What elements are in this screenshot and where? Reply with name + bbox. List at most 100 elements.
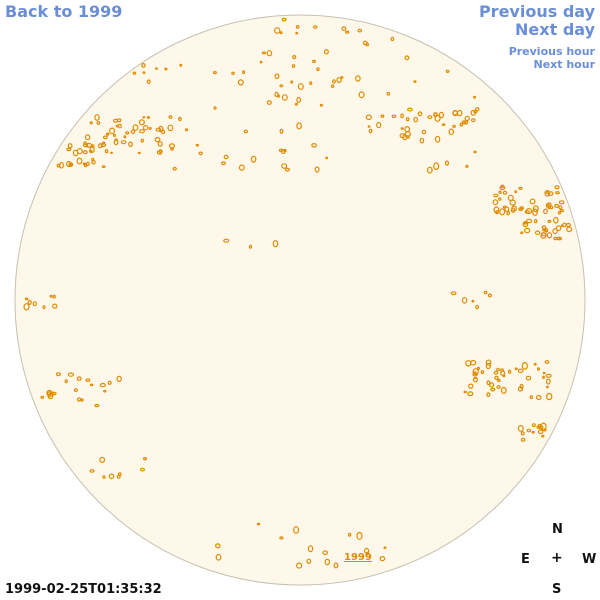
feature-contour — [545, 378, 551, 385]
feature-contour — [463, 120, 469, 125]
feature-contour — [91, 157, 95, 162]
feature-contour — [441, 123, 446, 126]
feature-contour — [333, 562, 339, 569]
year-link[interactable]: 1999 — [344, 552, 372, 563]
feature-contour — [243, 129, 248, 134]
feature-contour — [47, 393, 54, 400]
feature-contour — [509, 199, 516, 206]
feature-contour — [525, 208, 533, 215]
feature-contour — [259, 60, 263, 64]
feature-contour — [94, 114, 100, 121]
feature-contour — [543, 208, 548, 215]
feature-contour — [281, 17, 287, 22]
feature-contour — [132, 71, 137, 75]
feature-contour — [140, 467, 146, 472]
feature-contour — [546, 385, 549, 389]
feature-contour — [82, 150, 88, 155]
feature-contour — [493, 193, 499, 198]
feature-contour — [489, 382, 495, 388]
feature-contour — [116, 375, 122, 382]
feature-contour — [266, 100, 272, 105]
feature-contour — [324, 558, 331, 566]
feature-contour — [130, 129, 136, 135]
feature-contour — [49, 294, 53, 298]
feature-contour — [433, 112, 438, 118]
feature-contour — [73, 388, 78, 393]
feature-contour — [52, 303, 58, 309]
feature-contour — [546, 202, 552, 207]
feature-contour — [307, 545, 314, 553]
feature-contour — [113, 139, 119, 146]
feature-contour — [507, 369, 512, 374]
feature-contour — [290, 80, 294, 84]
feature-contour — [76, 157, 83, 165]
feature-contour — [215, 543, 221, 549]
feature-contour — [553, 236, 558, 241]
next-day-link[interactable]: Next day — [515, 20, 595, 39]
feature-contour — [261, 51, 266, 55]
feature-contour — [517, 368, 524, 373]
feature-contour — [541, 225, 547, 230]
feature-contour — [137, 151, 141, 155]
feature-contour — [557, 211, 562, 215]
feature-contour — [365, 42, 370, 47]
feature-contour — [483, 290, 488, 295]
feature-contour — [296, 122, 302, 130]
feature-contour — [91, 144, 95, 149]
feature-contour — [292, 54, 297, 60]
feature-contour — [469, 359, 477, 366]
feature-contour — [293, 526, 300, 534]
feature-contour — [405, 117, 410, 122]
feature-contour — [542, 371, 546, 375]
feature-contour — [40, 395, 45, 399]
feature-contour — [32, 301, 38, 307]
feature-contour — [58, 162, 64, 169]
feature-contour — [313, 25, 318, 29]
feature-contour — [533, 362, 537, 366]
feature-contour — [448, 128, 455, 135]
previous-day-link[interactable]: Previous day — [478, 2, 595, 21]
feature-contour — [559, 209, 565, 213]
feature-contour — [413, 116, 419, 123]
feature-contour — [23, 303, 30, 311]
compass-center: + — [551, 550, 563, 566]
feature-contour — [103, 389, 107, 393]
feature-contour — [475, 106, 480, 112]
feature-contour — [167, 124, 174, 132]
feature-contour — [476, 366, 481, 370]
next-hour-link[interactable]: Next hour — [533, 58, 596, 71]
feature-contour — [552, 217, 559, 224]
feature-contour — [88, 149, 93, 153]
feature-contour — [514, 367, 518, 370]
feature-contour — [364, 547, 370, 555]
feature-contour — [99, 456, 106, 463]
feature-contour — [534, 219, 538, 224]
feature-contour — [417, 111, 423, 117]
feature-contour — [376, 121, 382, 129]
feature-contour — [463, 390, 467, 394]
feature-contour — [154, 67, 158, 70]
feature-contour — [464, 115, 470, 122]
feature-contour — [107, 380, 112, 385]
feature-contour — [172, 166, 177, 171]
feature-contour — [295, 31, 299, 35]
feature-contour — [170, 147, 174, 151]
feature-contour — [212, 70, 217, 75]
feature-contour — [434, 135, 441, 143]
feature-contour — [274, 73, 280, 80]
feature-contour — [105, 133, 109, 136]
previous-hour-link[interactable]: Previous hour — [508, 45, 595, 58]
feature-contour — [438, 111, 444, 119]
feature-contour — [312, 59, 317, 64]
feature-contour — [323, 49, 329, 55]
feature-contour — [518, 207, 523, 212]
feature-contour — [102, 135, 108, 140]
feature-contour — [487, 293, 492, 298]
back-link[interactable]: Back to 1999 — [5, 2, 123, 21]
feature-contour — [545, 373, 552, 378]
feature-contour — [256, 522, 261, 526]
feature-contour — [168, 143, 175, 149]
feature-contour — [213, 106, 217, 110]
feature-contour — [84, 134, 91, 141]
